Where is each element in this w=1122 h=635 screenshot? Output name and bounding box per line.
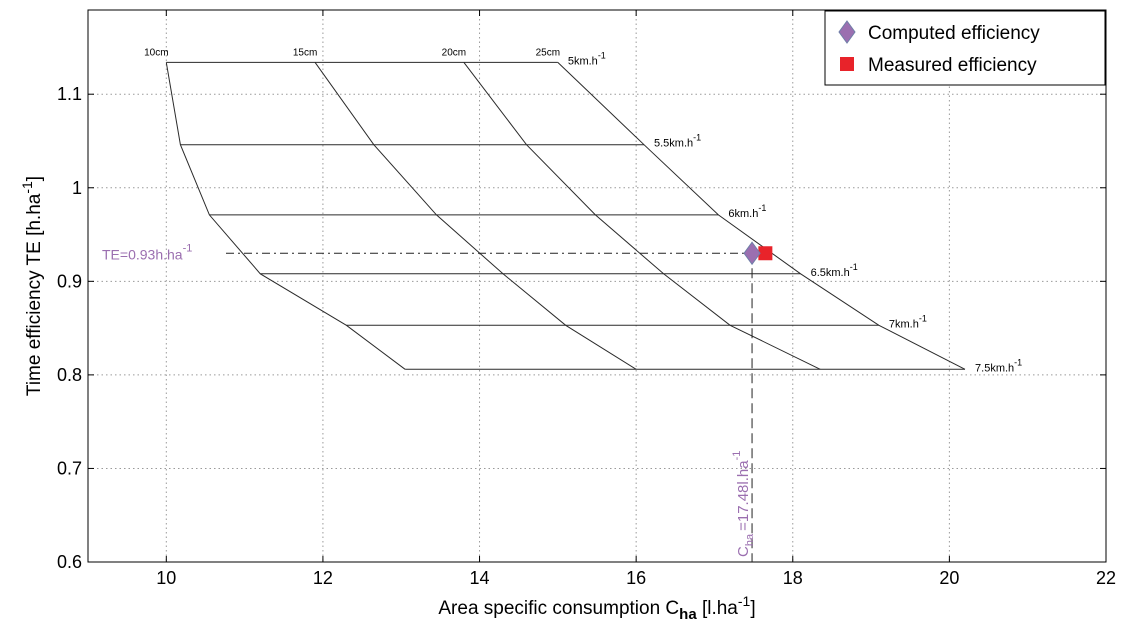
speed-label: 6km.h-1 [728, 203, 766, 220]
y-tick-label: 0.7 [57, 458, 82, 478]
speed-label: 5km.h-1 [568, 50, 606, 67]
y-tick-label: 1 [72, 178, 82, 198]
depth-line [165, 62, 406, 370]
plot-frame [87, 9, 1107, 563]
x-tick-label: 16 [626, 568, 646, 588]
depth-label: 10cm [144, 47, 168, 58]
y-axis-label: Time efficiency TE [h.ha-1] [19, 176, 45, 396]
nomogram-lines [165, 61, 966, 370]
x-tick-label: 18 [783, 568, 803, 588]
cha-annotation: Cha=17.48l.ha-1 [731, 451, 756, 557]
te-annotation: TE=0.93h.ha-1 [102, 242, 192, 262]
depth-label: 20cm [442, 47, 466, 58]
y-tick-label: 0.6 [57, 552, 82, 572]
legend-marker-computed [838, 20, 856, 44]
x-tick-label: 12 [313, 568, 333, 588]
x-tick-label: 20 [939, 568, 959, 588]
depth-label: 25cm [536, 47, 560, 58]
legend-label: Measured efficiency [868, 55, 1037, 76]
measured-efficiency-marker [758, 246, 773, 261]
x-axis-label: Area specific consumption Cha [l.ha-1] [438, 593, 755, 623]
x-tick-label: 22 [1096, 568, 1116, 588]
y-tick-label: 0.8 [57, 365, 82, 385]
depth-line [314, 62, 637, 370]
legend-label: Computed efficiency [868, 23, 1040, 44]
line-labels: 10cm 15cm 20cm 25cm 5km.h-1 5.5km.h-1 6km.h-1 6… [144, 47, 1022, 374]
y-tick-label: 0.9 [57, 271, 82, 291]
speed-label: 5.5km.h-1 [654, 133, 701, 150]
speed-label: 7.5km.h-1 [975, 357, 1022, 374]
legend: Computed efficiency Measured efficiency [824, 10, 1106, 86]
annotations: TE=0.93h.ha-1 Cha=17.48l.ha-1 [102, 242, 756, 562]
y-tick-label: 1.1 [57, 84, 82, 104]
speed-label: 7km.h-1 [889, 313, 927, 330]
legend-marker-measured [840, 57, 854, 71]
depth-line [463, 62, 821, 370]
axis-ticks: 10 12 14 16 18 20 22 0.6 0.7 0.8 0.9 1 1.1 [57, 10, 1116, 588]
depth-line [557, 62, 966, 370]
speed-label: 6.5km.h-1 [811, 262, 858, 279]
x-tick-label: 14 [470, 568, 490, 588]
depth-label: 15cm [293, 47, 317, 58]
computed-efficiency-marker [743, 241, 761, 266]
data-points [743, 241, 773, 266]
legend-box [824, 10, 1106, 86]
x-tick-label: 10 [156, 568, 176, 588]
